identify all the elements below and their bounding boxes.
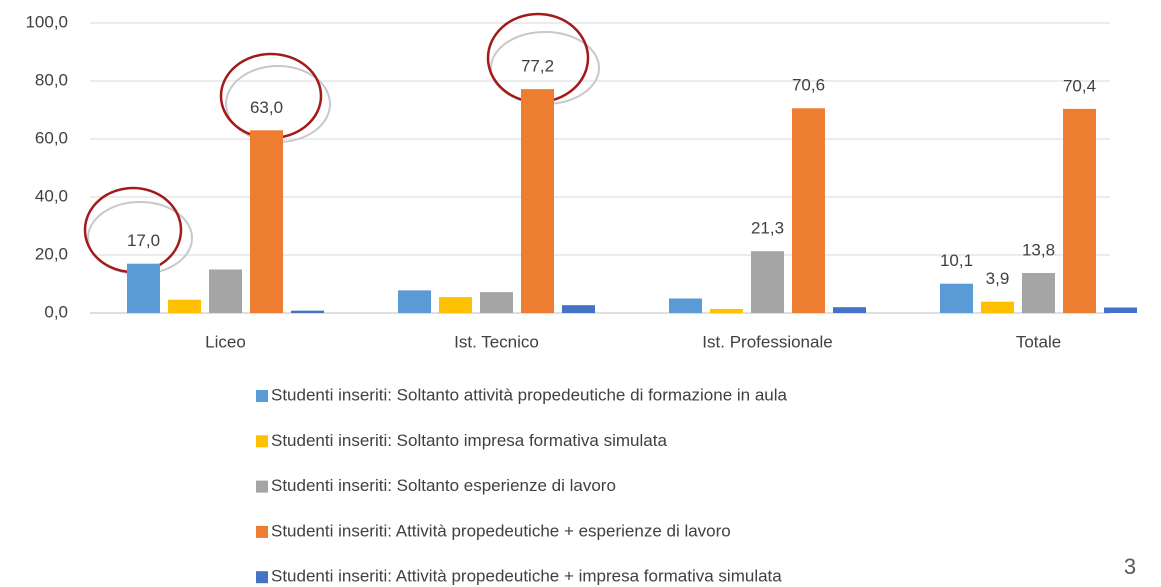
page-number: 3: [1124, 554, 1136, 579]
legend-swatch: [256, 571, 268, 584]
legend-swatch: [256, 480, 268, 493]
y-tick-label: 40,0: [35, 186, 68, 205]
bar: [981, 301, 1014, 313]
legend-label: Studenti inseriti: Attività propedeutich…: [271, 567, 782, 586]
y-tick-label: 100,0: [25, 12, 68, 31]
bar: [562, 305, 595, 313]
data-label: 70,4: [1063, 76, 1096, 95]
bar: [1104, 307, 1137, 313]
legend-swatch: [256, 435, 268, 448]
legend-label: Studenti inseriti: Soltanto esperienze d…: [271, 476, 616, 495]
red-circle: [83, 186, 183, 274]
bar: [439, 297, 472, 313]
bar: [521, 89, 554, 314]
bar: [940, 283, 973, 313]
bar: [291, 310, 324, 313]
bar: [398, 290, 431, 313]
legend-label: Studenti inseriti: Soltanto impresa form…: [271, 431, 667, 450]
bar: [168, 299, 201, 313]
data-label: 10,1: [940, 251, 973, 270]
bar: [209, 269, 242, 313]
data-label: 3,9: [986, 269, 1010, 288]
bar: [1022, 272, 1055, 313]
y-tick-label: 60,0: [35, 128, 68, 147]
bar: [1063, 108, 1096, 313]
data-label: 70,6: [792, 76, 825, 95]
bar: [127, 263, 160, 313]
legend-label: Studenti inseriti: Soltanto attività pro…: [271, 385, 788, 404]
legend-swatch: [256, 525, 268, 538]
bar: [480, 292, 513, 313]
data-label: 13,8: [1022, 240, 1055, 259]
x-tick-label: Totale: [1016, 332, 1061, 351]
x-tick-label: Liceo: [205, 332, 246, 351]
data-label: 17,0: [127, 231, 160, 250]
bar: [833, 307, 866, 313]
bar: [792, 108, 825, 313]
data-label: 21,3: [751, 219, 784, 238]
y-tick-label: 20,0: [35, 244, 68, 263]
data-label: 77,2: [521, 57, 554, 76]
legend-swatch: [256, 390, 268, 402]
y-tick-label: 80,0: [35, 70, 68, 89]
x-tick-label: Ist. Professionale: [702, 332, 832, 351]
data-label: 63,0: [250, 98, 283, 117]
bar: [250, 130, 283, 313]
bar: [710, 308, 743, 313]
bar: [751, 251, 784, 313]
x-tick-label: Ist. Tecnico: [454, 332, 539, 351]
legend-label: Studenti inseriti: Attività propedeutich…: [271, 521, 731, 540]
y-tick-label: 0,0: [44, 302, 68, 321]
bar: [669, 298, 702, 313]
